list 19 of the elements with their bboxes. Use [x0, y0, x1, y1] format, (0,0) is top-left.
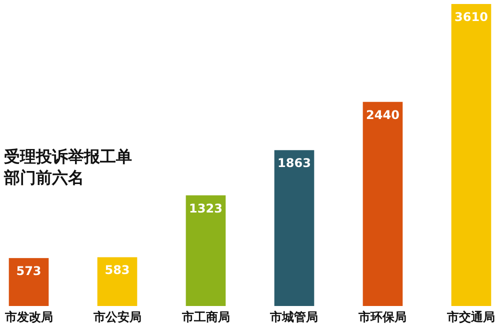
- x-tick-label: 市城管局: [269, 310, 318, 324]
- bar: [451, 4, 492, 306]
- data-label: 573: [16, 264, 42, 278]
- x-tick-label: 市环保局: [358, 310, 407, 324]
- x-tick-label: 市公安局: [92, 310, 142, 324]
- bar: [8, 258, 49, 306]
- x-tick-label: 市交通局: [446, 310, 496, 324]
- data-label: 583: [104, 263, 130, 278]
- bar: [274, 150, 314, 306]
- data-label: 2440: [366, 108, 400, 122]
- bar: [362, 102, 403, 306]
- data-label: 3610: [454, 10, 488, 24]
- bar: [97, 257, 138, 306]
- text: 受理投诉举报工单部门前六名: [3, 147, 132, 187]
- x-tick-label: 市工商局: [180, 310, 230, 324]
- data-label: 1863: [278, 156, 311, 170]
- bar: [186, 195, 226, 306]
- x-tick-label: 市发改局: [4, 310, 53, 324]
- data-label: 1323: [189, 201, 222, 216]
